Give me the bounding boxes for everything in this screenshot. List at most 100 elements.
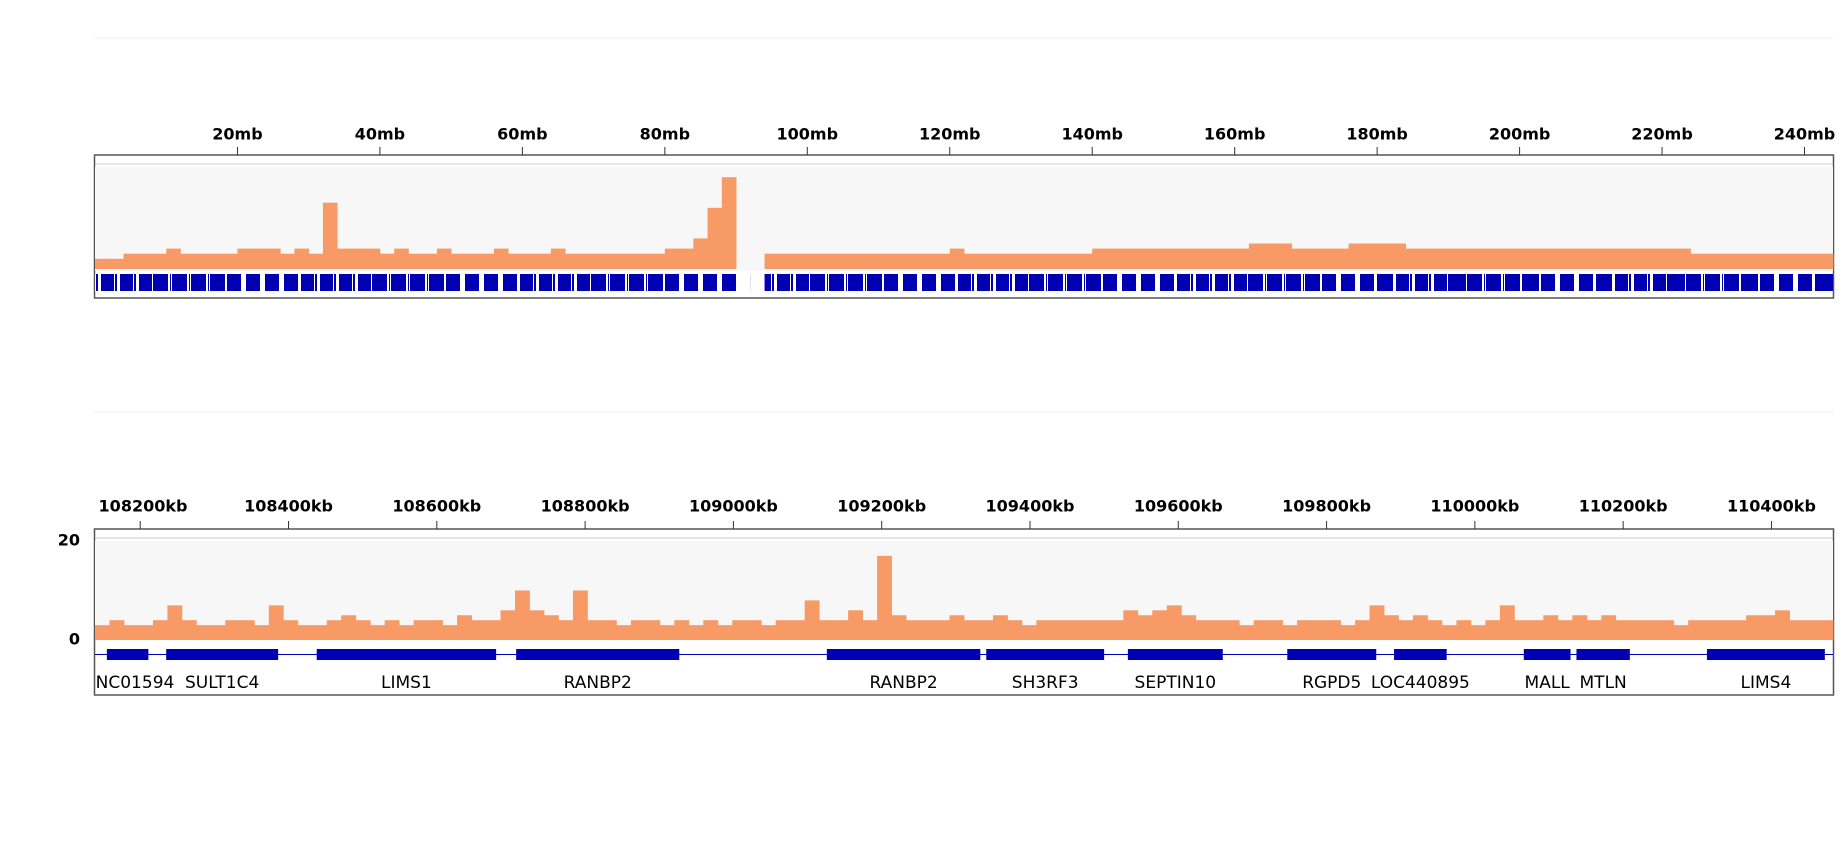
feature-gap [206, 274, 208, 291]
feature-gap [282, 274, 284, 291]
feature-gap [168, 274, 170, 291]
coverage-bar [1528, 620, 1544, 640]
coverage-bar [167, 605, 183, 640]
gene-label: SULT1C4 [185, 673, 259, 693]
coverage-bar [1049, 253, 1065, 269]
feature-gap [552, 274, 553, 291]
coverage-bar [992, 253, 1008, 269]
coverage-bar [1206, 248, 1221, 269]
coverage-bar [1576, 248, 1592, 269]
coverage-bar [123, 625, 139, 640]
coverage-bar [1572, 615, 1588, 640]
coverage-bar [1717, 620, 1733, 640]
coverage-bar [1282, 625, 1298, 640]
feature-gap [1666, 274, 1667, 291]
coverage-bar [1818, 620, 1834, 640]
coverage-bar [529, 610, 545, 640]
feature-gap [1482, 274, 1484, 291]
coverage-bar [821, 253, 837, 269]
feature-gap [1158, 274, 1160, 291]
gene-label: LOC440895 [1371, 673, 1470, 693]
coverage-bar [1007, 620, 1023, 640]
x-tick-label: 240mb [1774, 125, 1836, 144]
feature-gap [1774, 274, 1777, 291]
feature-gap [1812, 274, 1815, 291]
coverage-bar [807, 253, 822, 269]
x-tick-label: 108800kb [541, 497, 630, 516]
coverage-bar [522, 253, 538, 269]
coverage-bar [1427, 620, 1443, 640]
feature-gap [625, 274, 627, 291]
coverage-bar [1297, 620, 1312, 640]
coverage-bar [1377, 243, 1392, 269]
coverage-bar [1334, 248, 1350, 269]
coverage-bar [616, 625, 632, 640]
coverage-bar [1311, 620, 1327, 640]
coverage-bar [208, 253, 224, 269]
coverage-bar [1108, 620, 1124, 640]
coverage-bar [1220, 248, 1236, 269]
coverage-bar [543, 615, 559, 640]
gene-label: MTLN [1580, 673, 1627, 693]
feature-gap [1339, 274, 1341, 291]
gene-feature [986, 649, 1105, 660]
feature-gap [1393, 274, 1396, 291]
feature-gap [682, 274, 684, 291]
x-tick-label: 110400kb [1727, 497, 1816, 516]
feature-gap [1136, 274, 1139, 291]
feature-gap [1647, 274, 1648, 291]
coverage-bar [1369, 605, 1385, 640]
feature-gap [1374, 274, 1377, 291]
gene-label: SH3RF3 [1012, 673, 1079, 693]
feature-gap [1209, 274, 1210, 291]
feature-gap [1247, 274, 1248, 291]
feature-gap [1409, 274, 1410, 291]
feature-gap [1085, 274, 1086, 291]
gene-feature [166, 649, 279, 660]
coverage-bar [137, 253, 153, 269]
feature-gap [114, 274, 115, 291]
feature-gap [1739, 274, 1741, 291]
feature-gap [501, 274, 503, 291]
feature-gap [1412, 274, 1415, 291]
feature-gap [750, 274, 765, 291]
feature-gap [1266, 274, 1267, 291]
coverage-bar [1020, 253, 1036, 269]
feature-gap [387, 274, 389, 291]
coverage-bar [1137, 615, 1153, 640]
coverage-bar [196, 625, 212, 640]
coverage-bar [593, 253, 609, 269]
coverage-bar [1441, 625, 1457, 640]
coverage-bar [878, 253, 894, 269]
feature-gap [1117, 274, 1120, 291]
coverage-bar [408, 253, 424, 269]
coverage-bar [1619, 248, 1634, 269]
feature-gap [1358, 274, 1360, 291]
coverage-bar [572, 590, 588, 640]
feature-gap [1631, 274, 1634, 291]
coverage-bar [1690, 253, 1706, 269]
coverage-bar [804, 600, 820, 640]
feature-gap [1777, 274, 1779, 291]
feature-gap [1447, 274, 1448, 291]
feature-gap [136, 274, 139, 291]
coverage-bar [717, 625, 733, 640]
coverage-bar [1519, 248, 1535, 269]
coverage-bar [436, 248, 452, 269]
feature-gap [1577, 274, 1579, 291]
coverage-bar [109, 620, 125, 640]
coverage-bar [95, 258, 110, 269]
feature-gap [1009, 274, 1010, 291]
coverage-bar [138, 625, 154, 640]
coverage-bar [428, 620, 443, 640]
gene-label: LIMS4 [1741, 673, 1792, 693]
coverage-bar [775, 620, 791, 640]
coverage-bar [442, 625, 458, 640]
coverage-bar [1123, 610, 1139, 640]
coverage-bar [1434, 248, 1449, 269]
feature-gap [1355, 274, 1358, 291]
coverage-bar [370, 625, 386, 640]
y-tick-label: 0 [69, 630, 80, 649]
feature-gap [1190, 274, 1191, 291]
feature-gap [263, 274, 265, 291]
